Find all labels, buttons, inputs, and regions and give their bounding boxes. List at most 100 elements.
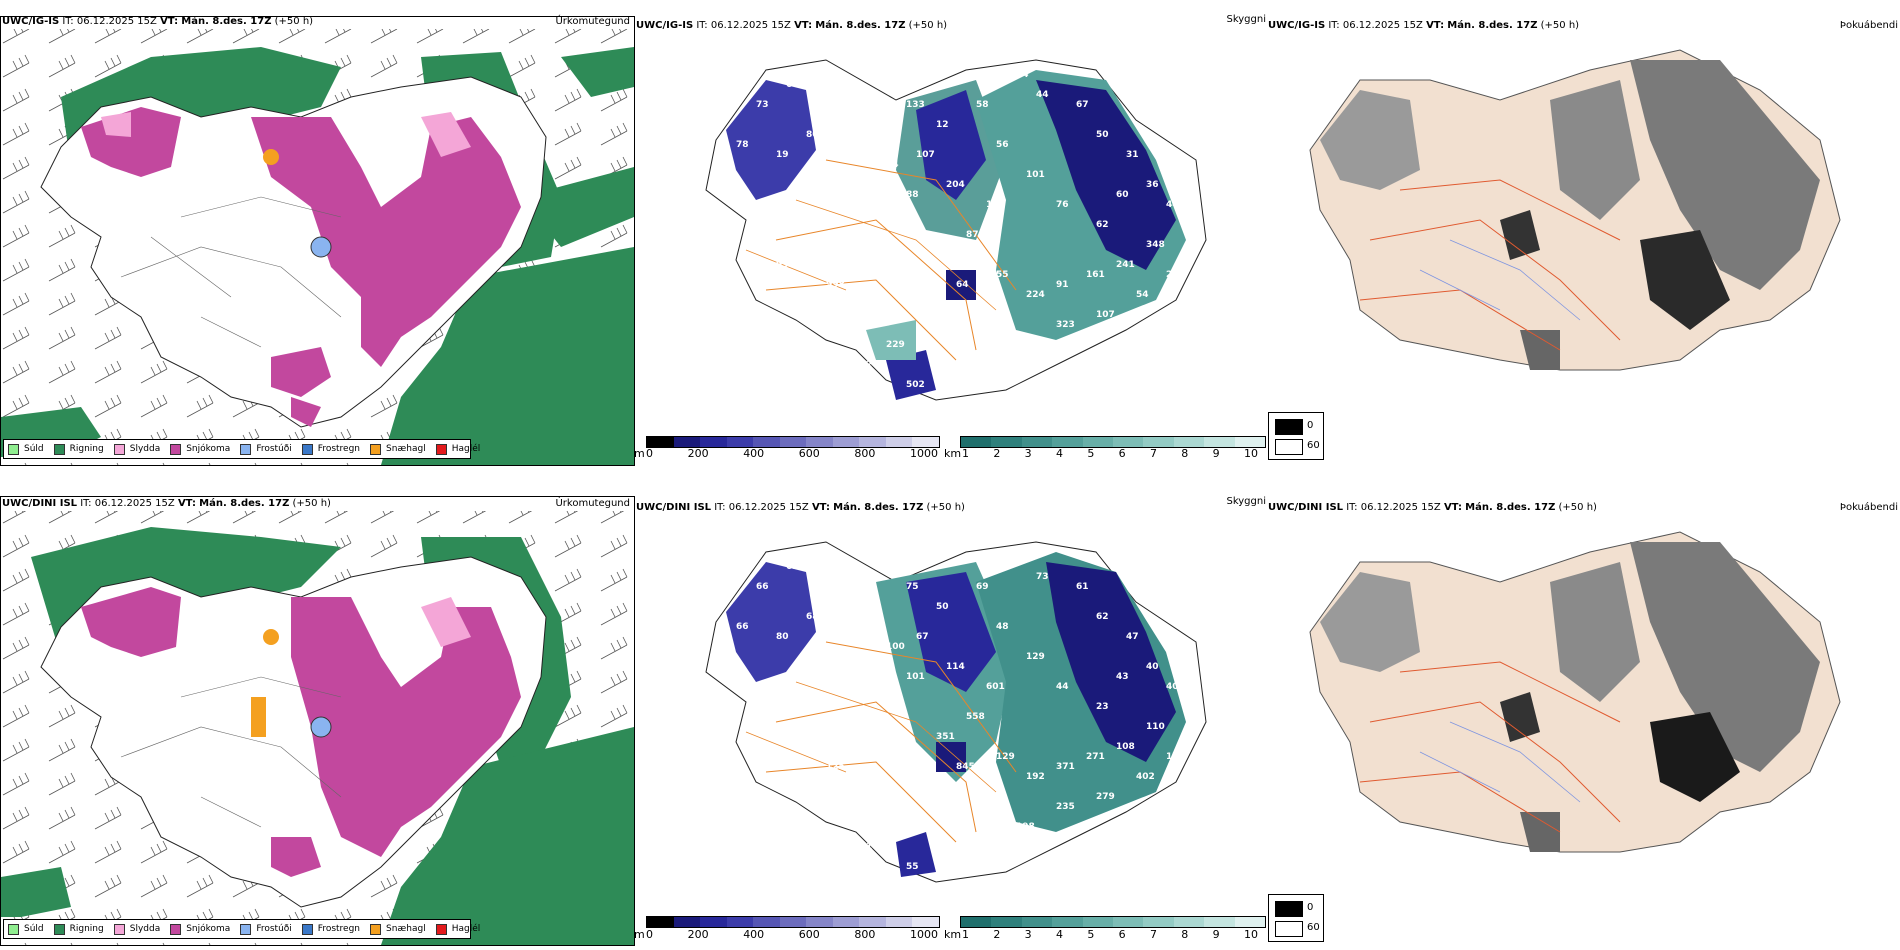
- colorbar-cell: [1113, 917, 1144, 927]
- legend-item: Súld: [8, 923, 44, 935]
- colorbar-cell: [779, 917, 807, 927]
- cloud-unit-2: m: [634, 928, 645, 941]
- cloud-base-value: 44: [1166, 200, 1179, 210]
- fog-key-dark: [1275, 419, 1303, 435]
- legend-item: Slydda: [113, 443, 161, 455]
- cloud-base-value: 100: [886, 642, 905, 652]
- cloud-base-value: 224: [1026, 290, 1045, 300]
- model-name: UWC/IG-IS: [2, 16, 60, 27]
- cloud-base-value: 92: [936, 842, 949, 852]
- cloud-base-value: 351: [936, 732, 955, 742]
- cloud-base-value: 58: [976, 100, 989, 110]
- cloud-base-value: 348: [1146, 240, 1165, 250]
- legend-item: Frostúði: [240, 923, 292, 935]
- cloud-base-value: 83: [906, 752, 919, 762]
- it-label: IT:: [696, 20, 708, 31]
- cloud-base-value: 101: [736, 552, 755, 562]
- vis-ticks-1: 1 2 3 4 5 6 7 8 9 10: [962, 447, 1258, 460]
- cloud-base-value: 64: [956, 280, 969, 290]
- colorbar-cell: [806, 917, 833, 927]
- tick-label: 400: [743, 447, 765, 460]
- legend-label: Haglél: [451, 924, 481, 934]
- tick-label: 2: [993, 928, 1001, 941]
- header-precip-2: UWC/DINI ISL IT: 06.12.2025 15Z VT: Mán.…: [2, 498, 331, 510]
- cloud-base-value: 12: [936, 120, 949, 130]
- tick-label: 6: [1118, 928, 1126, 941]
- legend-item: Súld: [8, 443, 44, 455]
- legend-label: Snjókoma: [186, 444, 231, 454]
- it-value: 06.12.2025 15Z: [94, 498, 175, 509]
- tick-label: 8: [1181, 928, 1189, 941]
- precip-map-2: Súld Rigning Slydda Snjókoma Frostúði Fr…: [0, 496, 635, 946]
- colorbar-cell: [991, 437, 1022, 447]
- cloud-base-value: 48: [846, 722, 859, 732]
- colorbar-cell: [859, 437, 886, 447]
- cloud-base-value: 12: [796, 672, 809, 682]
- colorbar-cell: [726, 437, 754, 447]
- vt-value: Mán. 8.des. 17Z: [1447, 20, 1538, 31]
- cloud-base-value: 208: [866, 360, 885, 370]
- vt-label: VT:: [1443, 502, 1462, 513]
- colorbar-cell: [961, 917, 992, 927]
- tick-label: 5: [1087, 447, 1095, 460]
- cloud-base-value: 62: [1096, 220, 1109, 230]
- vis-colorbar-1: [960, 436, 1266, 448]
- cloud-base-value: 331: [976, 832, 995, 842]
- vt-label: VT:: [811, 502, 830, 513]
- legend-swatch: [240, 923, 252, 935]
- cloud-base-value: 555: [906, 270, 925, 280]
- fog-map-svg-2: [1309, 531, 1841, 853]
- legend-label: Snæhagl: [386, 444, 426, 454]
- cloud-base-value: 18: [876, 562, 889, 572]
- it-label: IT:: [1328, 20, 1340, 31]
- it-value: 06.12.2025 15Z: [728, 502, 809, 513]
- vis-map-2: 101 69 66 68 66 80 96 12 65 18 75 50 67 100 101 114 69 15…: [676, 522, 1266, 912]
- fog-title-1: Þokuábendi: [1839, 20, 1898, 31]
- cloud-base-value: 402: [1136, 772, 1155, 782]
- it-label: IT:: [1346, 502, 1358, 513]
- legend-label: Snæhagl: [386, 924, 426, 934]
- vt-label: VT:: [794, 20, 813, 31]
- model-name: UWC/IG-IS: [1268, 20, 1326, 31]
- colorbar-cell: [832, 917, 860, 927]
- cloud-base-value: 80: [776, 632, 789, 642]
- cloud-base-value: 55: [906, 862, 919, 872]
- cloud-base-value: 61: [1076, 582, 1089, 592]
- cloud-base-value: 67: [916, 632, 929, 642]
- legend-swatch: [435, 923, 447, 935]
- legend-swatch: [113, 923, 125, 935]
- colorbar-cell: [859, 917, 886, 927]
- cloud-base-value: 68: [786, 80, 799, 90]
- cloud-base-value: 212: [1166, 270, 1185, 280]
- tick-label: 1: [962, 928, 969, 941]
- fog-legend-2: 0 60: [1268, 894, 1324, 942]
- colorbar-cell: [1052, 917, 1083, 927]
- fog-map-2: [1300, 522, 1860, 872]
- tick-label: 800: [854, 447, 876, 460]
- colorbar-cell: [779, 437, 807, 447]
- vt-label: VT:: [177, 498, 196, 509]
- cloud-base-value: 43: [1116, 672, 1129, 682]
- legend-swatch: [53, 443, 65, 455]
- cloud-base-value: 66: [756, 582, 769, 592]
- legend-swatch: [53, 923, 65, 935]
- tick-label: 8: [1181, 447, 1189, 460]
- legend-label: Frostregn: [317, 924, 361, 934]
- vis-ticks-2: 1 2 3 4 5 6 7 8 9 10: [962, 928, 1258, 941]
- cloud-base-value: 87: [966, 230, 979, 240]
- tick-label: 800: [854, 928, 876, 941]
- colorbar-cell: [1052, 437, 1083, 447]
- cloud-base-value: 114: [946, 662, 965, 672]
- precip-map-1: Súld Rigning Slydda Snjókoma Frostúði Fr…: [0, 16, 635, 466]
- legend-label: Rigning: [69, 924, 104, 934]
- legend-label: Rigning: [69, 444, 104, 454]
- cloud-base-value: 129: [996, 752, 1015, 762]
- tick-label: 600: [798, 928, 820, 941]
- precip-legend-1: Súld Rigning Slydda Snjókoma Frostúði Fr…: [3, 439, 480, 459]
- cloud-base-value: 73: [756, 100, 769, 110]
- model-name: UWC/DINI ISL: [1268, 502, 1344, 513]
- legend-label: Slydda: [129, 444, 161, 454]
- cloud-base-value: 66: [736, 622, 749, 632]
- cloud-base-value: 93: [776, 260, 789, 270]
- colorbar-cell: [726, 917, 754, 927]
